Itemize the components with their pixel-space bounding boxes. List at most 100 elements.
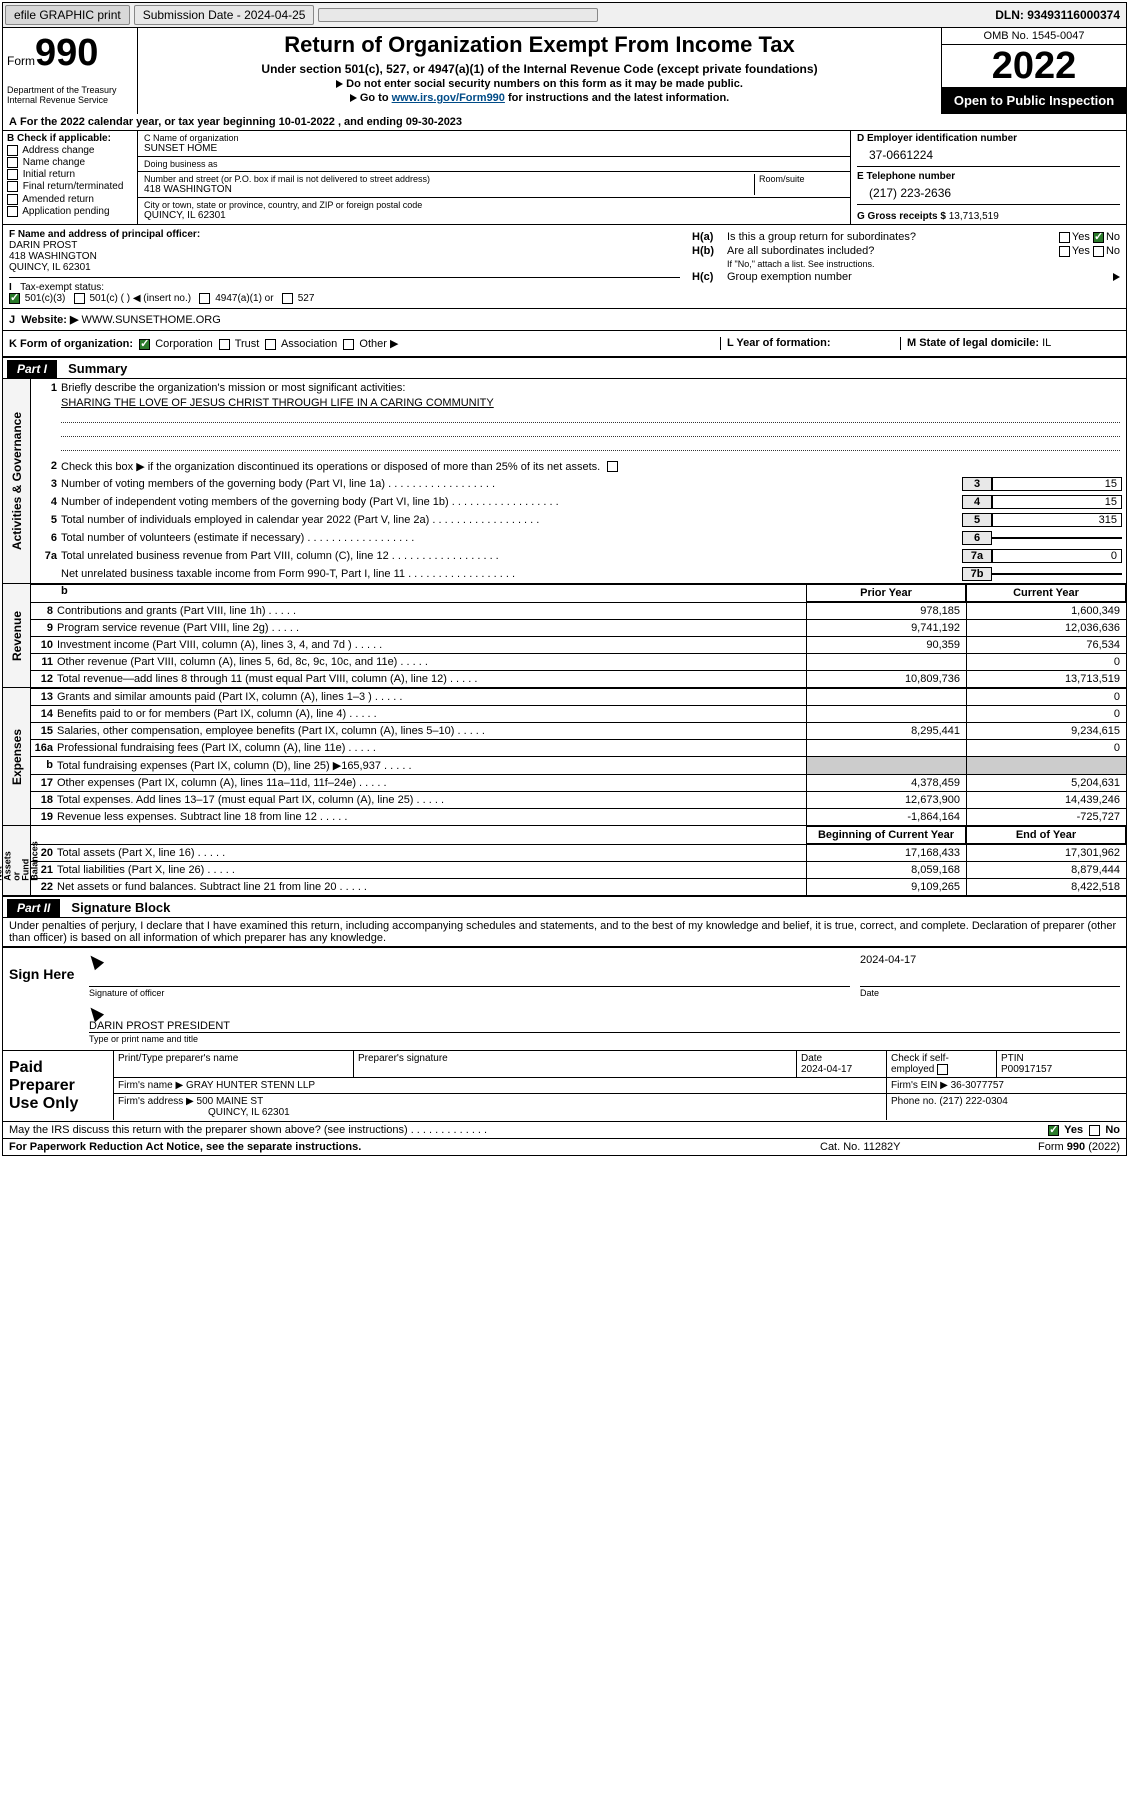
- colb-checkbox-item[interactable]: Application pending: [7, 206, 133, 217]
- officer-label: F Name and address of principal officer:: [9, 229, 680, 240]
- ha-yes-checkbox[interactable]: [1059, 232, 1070, 243]
- prep-hdr-ptin: PTIN: [1001, 1053, 1024, 1064]
- officer-name: DARIN PROST: [9, 240, 680, 251]
- discuss-row: May the IRS discuss this return with the…: [3, 1121, 1126, 1138]
- q1-mission-prompt: Briefly describe the organization's miss…: [61, 382, 1122, 394]
- blank-button[interactable]: [318, 8, 598, 22]
- summary-line: 10Investment income (Part VIII, column (…: [31, 636, 1126, 653]
- room-suite-label: Room/suite: [759, 174, 844, 184]
- prep-hdr-name: Print/Type preparer's name: [118, 1053, 238, 1064]
- dln-label: DLN: 93493116000374: [989, 6, 1126, 24]
- summary-line: 5Total number of individuals employed in…: [31, 511, 1126, 529]
- summary-line: Net unrelated business taxable income fr…: [31, 565, 1126, 583]
- ha-no-checkbox[interactable]: [1093, 232, 1104, 243]
- section-f-officer: F Name and address of principal officer:…: [3, 225, 686, 308]
- firm-phone-label: Phone no.: [891, 1096, 937, 1107]
- row-m-domicile: M State of legal domicile: IL: [900, 337, 1120, 350]
- assoc-checkbox[interactable]: [265, 339, 276, 350]
- officer-name-title: DARIN PROST PRESIDENT: [89, 1020, 1120, 1032]
- firm-addr2-value: QUINCY, IL 62301: [208, 1107, 290, 1118]
- summary-line: 18Total expenses. Add lines 13–17 (must …: [31, 791, 1126, 808]
- row-i-tax-exempt: I Tax-exempt status: 501(c)(3) 501(c) ( …: [9, 282, 680, 304]
- submission-date-button[interactable]: Submission Date - 2024-04-25: [134, 5, 315, 25]
- hb-note: If "No," attach a list. See instructions…: [727, 259, 1120, 269]
- efile-graphic-button[interactable]: efile GRAPHIC print: [5, 5, 130, 25]
- street-label: Number and street (or P.O. box if mail i…: [144, 174, 754, 184]
- gross-receipts: G Gross receipts $ 13,713,519: [857, 211, 1120, 222]
- street-value: 418 WASHINGTON: [144, 184, 754, 195]
- city-label: City or town, state or province, country…: [144, 200, 844, 210]
- hb-yes-checkbox[interactable]: [1059, 246, 1070, 257]
- ha-text: Is this a group return for subordinates?: [727, 231, 1059, 243]
- 4947a1-checkbox[interactable]: [199, 293, 210, 304]
- dept-treasury-label: Department of the Treasury Internal Reve…: [7, 85, 133, 105]
- check-if-applicable-label: B Check if applicable:: [7, 133, 133, 144]
- section-d-ein: D Employer identification number 37-0661…: [851, 131, 1126, 224]
- org-name-label: C Name of organization: [144, 133, 844, 143]
- q2-checkbox[interactable]: [607, 461, 618, 472]
- discuss-yes-checkbox[interactable]: [1048, 1125, 1059, 1136]
- colb-checkbox-item[interactable]: Name change: [7, 157, 133, 168]
- summary-line: 21Total liabilities (Part X, line 26) . …: [31, 861, 1126, 878]
- rev-hdr-spacer: b: [31, 584, 806, 602]
- form-990-footer: Form 990 (2022): [980, 1141, 1120, 1153]
- website-value: WWW.SUNSETHOME.ORG: [81, 314, 220, 326]
- colb-checkbox-item[interactable]: Final return/terminated: [7, 181, 133, 192]
- form-header: Form990 Department of the Treasury Inter…: [3, 28, 1126, 114]
- row-k-form-org: K Form of organization: Corporation Trus…: [9, 337, 720, 350]
- perjury-declaration: Under penalties of perjury, I declare th…: [3, 918, 1126, 946]
- prep-hdr-sig: Preparer's signature: [358, 1053, 448, 1064]
- form-subtitle: Under section 501(c), 527, or 4947(a)(1)…: [146, 62, 933, 76]
- hb-no-checkbox[interactable]: [1093, 246, 1104, 257]
- 501c3-checkbox[interactable]: [9, 293, 20, 304]
- firm-addr1-value: 500 MAINE ST: [197, 1096, 264, 1107]
- hc-label: H(c): [692, 271, 727, 283]
- officer-addr2: QUINCY, IL 62301: [9, 262, 680, 273]
- firm-addr-label: Firm's address ▶: [118, 1096, 194, 1107]
- end-year-hdr: End of Year: [966, 826, 1126, 844]
- colb-checkbox-item[interactable]: Initial return: [7, 169, 133, 180]
- summary-line: 22Net assets or fund balances. Subtract …: [31, 878, 1126, 895]
- sign-date-label: Date: [860, 986, 1120, 998]
- firm-ein-value: 36-3077757: [951, 1080, 1004, 1091]
- open-to-public-label: Open to Public Inspection: [942, 87, 1126, 114]
- other-checkbox[interactable]: [343, 339, 354, 350]
- ein-value: 37-0661224: [857, 144, 1120, 166]
- org-name-value: SUNSET HOME: [144, 143, 844, 154]
- paid-preparer-label: Paid Preparer Use Only: [3, 1051, 113, 1121]
- summary-line: 8Contributions and grants (Part VIII, li…: [31, 602, 1126, 619]
- 501c-checkbox[interactable]: [74, 293, 85, 304]
- cat-no: Cat. No. 11282Y: [820, 1141, 980, 1153]
- summary-line: 15Salaries, other compensation, employee…: [31, 722, 1126, 739]
- discuss-no-checkbox[interactable]: [1089, 1125, 1100, 1136]
- phone-value: (217) 223-2636: [857, 182, 1120, 204]
- colb-checkbox-item[interactable]: Amended return: [7, 194, 133, 205]
- trust-checkbox[interactable]: [219, 339, 230, 350]
- vlabel-net-assets: Net Assets or Fund Balances: [0, 841, 39, 881]
- prep-date-value: 2024-04-17: [801, 1064, 852, 1075]
- signature-line: Signature of officer: [89, 986, 850, 998]
- form-title: Return of Organization Exempt From Incom…: [146, 32, 933, 58]
- colb-checkbox-item[interactable]: Address change: [7, 145, 133, 156]
- self-employed-checkbox[interactable]: [937, 1064, 948, 1075]
- hb-text: Are all subordinates included?: [727, 245, 1059, 257]
- section-a-tax-year: A For the 2022 calendar year, or tax yea…: [3, 114, 1126, 131]
- q2-discontinued: Check this box ▶ if the organization dis…: [61, 460, 1122, 473]
- omb-label: OMB No. 1545-0047: [942, 28, 1126, 45]
- tax-year: 2022: [942, 45, 1126, 87]
- summary-line: 6Total number of volunteers (estimate if…: [31, 529, 1126, 547]
- directive-ssn: Do not enter social security numbers on …: [146, 78, 933, 90]
- 527-checkbox[interactable]: [282, 293, 293, 304]
- summary-line: 20Total assets (Part X, line 16) . . . .…: [31, 844, 1126, 861]
- section-h-group: H(a)Is this a group return for subordina…: [686, 225, 1126, 308]
- part-ii-title: Signature Block: [63, 900, 170, 915]
- summary-line: 3Number of voting members of the governi…: [31, 475, 1126, 493]
- beginning-year-hdr: Beginning of Current Year: [806, 826, 966, 844]
- firm-name-label: Firm's name ▶: [118, 1080, 183, 1091]
- corp-checkbox[interactable]: [139, 339, 150, 350]
- firm-ein-label: Firm's EIN ▶: [891, 1080, 948, 1091]
- dba-label: Doing business as: [144, 159, 844, 169]
- vlabel-expenses: Expenses: [10, 729, 24, 785]
- irs-form-link[interactable]: www.irs.gov/Form990: [392, 92, 505, 104]
- phone-label: E Telephone number: [857, 171, 1120, 182]
